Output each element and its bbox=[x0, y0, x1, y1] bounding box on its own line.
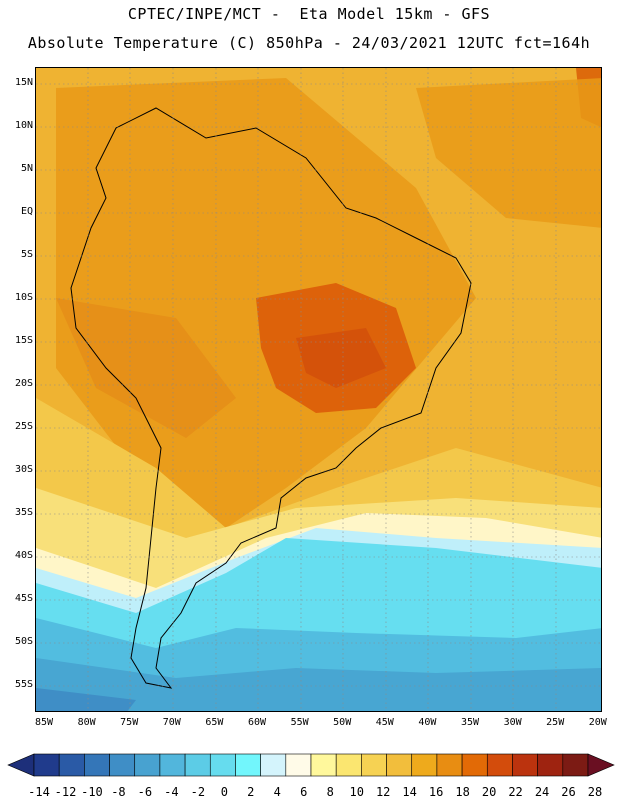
colorbar-label: 12 bbox=[375, 785, 391, 799]
latitude-label: 15S bbox=[14, 335, 33, 346]
latitude-label: 45S bbox=[14, 593, 33, 604]
colorbar-label: 22 bbox=[508, 785, 523, 799]
colorbar-label: 28 bbox=[587, 785, 603, 799]
colorbar-label: 16 bbox=[428, 785, 444, 799]
colorbar-swatch bbox=[411, 753, 438, 777]
chart-title-line1: CPTEC/INPE/MCT - Eta Model 15km - GFS bbox=[127, 5, 491, 23]
longitude-label: 80W bbox=[77, 717, 96, 728]
longitude-label: 75W bbox=[120, 717, 139, 728]
latitude-label: 50S bbox=[14, 636, 33, 647]
latitude-label: 40S bbox=[14, 550, 33, 561]
latitude-label: 5N bbox=[20, 163, 33, 174]
colorbar-label: 24 bbox=[534, 785, 550, 799]
colorbar-label: -14 bbox=[28, 785, 50, 799]
latitude-label: 20S bbox=[14, 378, 33, 389]
latitude-label: 55S bbox=[14, 679, 33, 690]
temperature-map bbox=[35, 67, 602, 712]
colorbar-swatch bbox=[562, 753, 589, 777]
colorbar-label: -12 bbox=[54, 785, 77, 799]
colorbar-swatch bbox=[209, 753, 236, 777]
colorbar-label: 2 bbox=[247, 785, 255, 799]
colorbar-swatch bbox=[512, 753, 538, 777]
colorbar-swatch bbox=[335, 753, 362, 777]
longitude-label: 65W bbox=[205, 717, 224, 728]
colorbar-label: 18 bbox=[455, 785, 470, 799]
latitude-label: 15N bbox=[14, 77, 33, 88]
latitude-label: 5S bbox=[20, 249, 33, 260]
longitude-label: 25W bbox=[546, 717, 565, 728]
colorbar-swatch bbox=[33, 753, 60, 777]
longitude-label: 70W bbox=[162, 717, 181, 728]
longitude-label: 55W bbox=[290, 717, 309, 728]
longitude-label: 40W bbox=[418, 717, 437, 728]
colorbar-label: -6 bbox=[137, 785, 153, 799]
colorbar-swatch bbox=[134, 753, 161, 777]
temperature-field bbox=[36, 68, 601, 711]
colorbar-label: -8 bbox=[111, 785, 126, 799]
colorbar-swatch bbox=[235, 753, 261, 777]
latitude-label: 25S bbox=[14, 421, 33, 432]
colorbar-swatch bbox=[461, 753, 488, 777]
colorbar-swatch bbox=[486, 753, 513, 777]
colorbar bbox=[7, 753, 615, 777]
colorbar-swatch bbox=[159, 753, 186, 777]
colorbar-label: 4 bbox=[273, 785, 281, 799]
colorbar-swatch bbox=[310, 753, 337, 777]
latitude-label: 30S bbox=[14, 464, 33, 475]
latitude-label: 35S bbox=[14, 507, 33, 518]
longitude-label: 60W bbox=[247, 717, 267, 728]
colorbar-swatch bbox=[109, 753, 136, 777]
longitude-label: 50W bbox=[333, 717, 352, 728]
colorbar-label: -10 bbox=[81, 785, 103, 799]
chart-title-line2: Absolute Temperature (C) 850hPa - 24/03/… bbox=[27, 34, 591, 52]
colorbar-label: 14 bbox=[402, 785, 417, 799]
colorbar-label: 26 bbox=[561, 785, 576, 799]
colorbar-swatch bbox=[386, 753, 413, 777]
latitude-label: 10S bbox=[14, 292, 33, 303]
longitude-label: 85W bbox=[34, 717, 54, 728]
colorbar-swatch bbox=[260, 753, 287, 777]
colorbar-swatch bbox=[285, 753, 312, 777]
colorbar-label: 8 bbox=[326, 785, 334, 799]
colorbar-swatch bbox=[84, 753, 110, 777]
colorbar-label: 0 bbox=[220, 785, 228, 799]
colorbar-label: 20 bbox=[481, 785, 497, 799]
colorbar-label: 6 bbox=[300, 785, 308, 799]
colorbar-label: 10 bbox=[349, 785, 364, 799]
latitude-label: EQ bbox=[20, 206, 33, 217]
longitude-label: 45W bbox=[375, 717, 394, 728]
longitude-label: 20W bbox=[588, 717, 607, 728]
colorbar-arrow-low bbox=[7, 753, 35, 777]
colorbar-swatch bbox=[361, 753, 387, 777]
longitude-label: 35W bbox=[460, 717, 480, 728]
longitude-label: 30W bbox=[503, 717, 522, 728]
colorbar-swatch bbox=[184, 753, 211, 777]
colorbar-arrow-high bbox=[587, 753, 615, 777]
latitude-label: 10N bbox=[14, 120, 33, 131]
colorbar-label: -2 bbox=[190, 785, 206, 799]
colorbar-label: -4 bbox=[164, 785, 179, 799]
colorbar-swatch bbox=[436, 753, 463, 777]
colorbar-swatch bbox=[537, 753, 564, 777]
colorbar-swatch bbox=[58, 753, 85, 777]
